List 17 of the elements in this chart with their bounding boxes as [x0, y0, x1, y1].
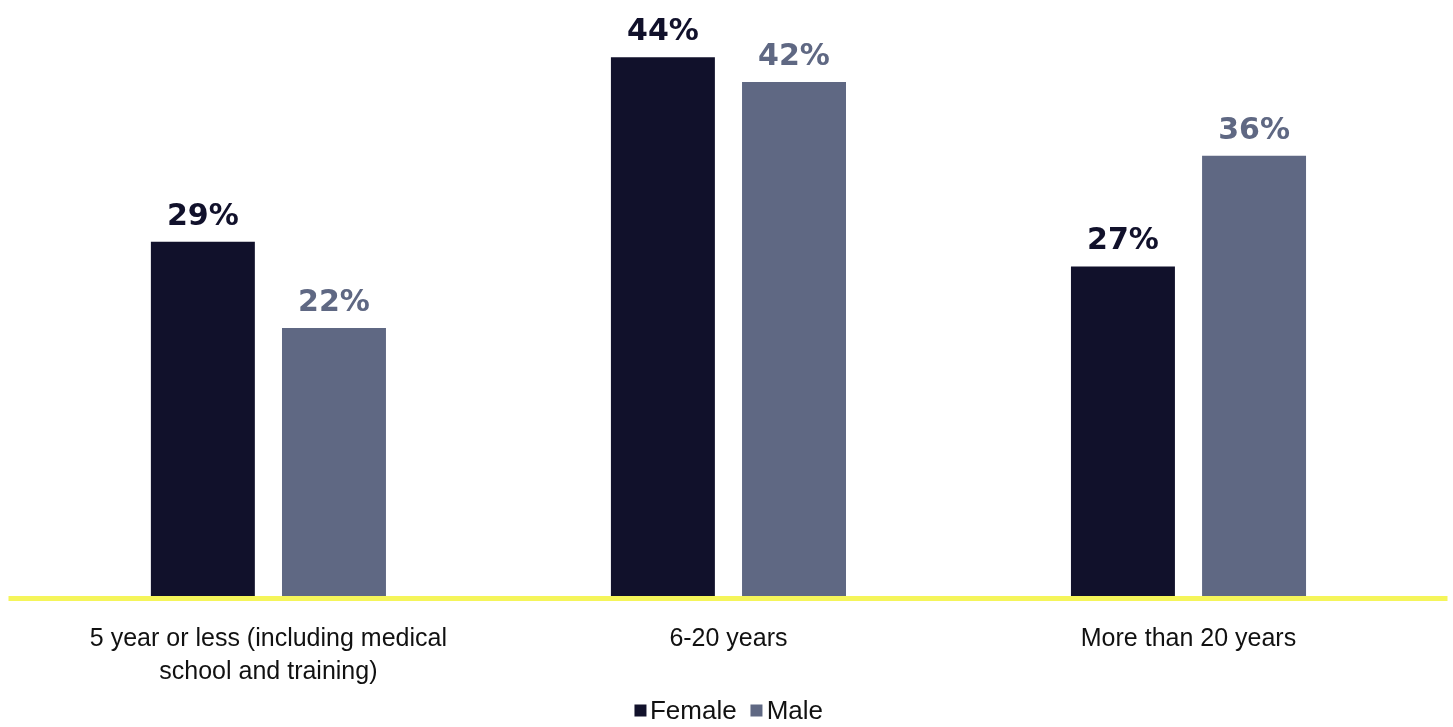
x-tick-label: 5 year or less (including medical school and training)	[89, 622, 447, 685]
legend-label: Male	[766, 694, 824, 726]
data-label: 27%	[1087, 221, 1159, 257]
data-label: 36%	[1218, 110, 1290, 146]
data-label: 44%	[627, 12, 699, 48]
data-label: 42%	[758, 36, 830, 72]
bar	[281, 327, 386, 599]
data-label: 22%	[298, 282, 370, 318]
bar	[150, 241, 255, 599]
legend-label: Female	[649, 694, 737, 726]
bar	[1202, 155, 1307, 599]
data-label: 29%	[166, 196, 239, 232]
x-tick-label: More than 20 years	[1080, 622, 1297, 651]
bar	[1070, 266, 1175, 599]
bar	[742, 81, 846, 599]
bar	[610, 57, 715, 599]
x-tick-label: 6-20 years	[669, 622, 788, 651]
